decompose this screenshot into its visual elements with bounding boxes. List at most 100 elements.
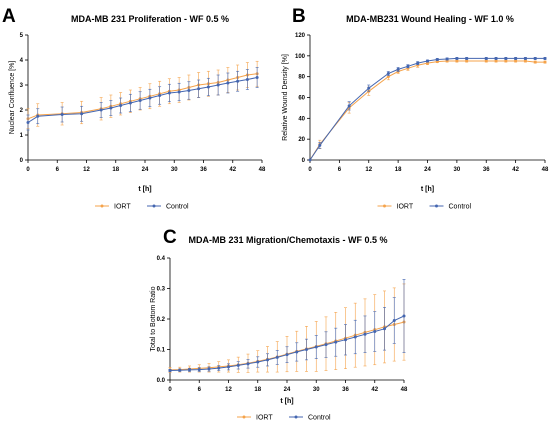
y-tick-label: 4 [20, 58, 24, 64]
x-tick-label: 30 [454, 167, 461, 173]
x-tick-label: 6 [56, 167, 60, 173]
data-point [318, 143, 322, 147]
y-tick-label: 0 [20, 158, 24, 164]
panel-letter-c: C [163, 227, 177, 248]
y-tick-label: 60 [298, 96, 305, 102]
series-iort [26, 60, 259, 130]
data-point [367, 86, 371, 90]
x-tick-label: 6 [198, 387, 202, 393]
legend-swatch-marker [294, 415, 298, 419]
y-tick-label: 2 [20, 108, 24, 114]
data-point [455, 56, 459, 60]
data-point [148, 96, 152, 100]
panel-letter-b: B [292, 6, 306, 27]
series-control [26, 67, 259, 131]
x-tick-label: 0 [168, 387, 172, 393]
data-point [177, 90, 181, 94]
data-point [435, 57, 439, 61]
y-tick-label: 80 [298, 75, 305, 81]
x-tick-label: 30 [313, 387, 320, 393]
series-line [309, 57, 545, 161]
chart-panel-b: MDA-MB231 Wound Healing - WF 1.0 % 0 6 12 18… [282, 14, 549, 211]
data-point [314, 345, 318, 349]
legend-label: IORT [256, 415, 273, 422]
data-point [109, 106, 113, 110]
data-point [197, 368, 201, 372]
data-point [158, 94, 162, 97]
data-point [99, 108, 103, 112]
x-tick-label: 42 [512, 167, 519, 173]
x-tick-label: 48 [542, 167, 549, 173]
data-point [523, 56, 527, 60]
y-tick-label: 100 [295, 54, 306, 60]
data-point [178, 368, 182, 372]
x-axis-label: t [h] [421, 186, 434, 193]
data-point [128, 101, 132, 105]
y-tick-label: 40 [298, 116, 305, 122]
data-point [197, 87, 201, 91]
x-tick-label: 0 [308, 167, 312, 173]
data-point [168, 369, 172, 373]
legend-label: Control [449, 204, 472, 211]
data-point [402, 314, 406, 318]
series-control [308, 56, 547, 162]
legend-item-iort: IORT [95, 204, 131, 211]
data-point [373, 330, 377, 334]
data-point [484, 56, 488, 60]
data-point [266, 358, 269, 362]
data-point [187, 89, 191, 92]
y-tick-label: 0.0 [157, 378, 166, 384]
data-point [236, 363, 240, 367]
data-point [227, 365, 230, 369]
chart-title: MDA-MB 231 Migration/Chemotaxis - WF 0.5… [188, 235, 387, 245]
x-axis-label: t [h] [138, 186, 151, 193]
data-point [514, 59, 518, 63]
data-point [275, 355, 279, 359]
series-iort [308, 59, 547, 162]
data-point [119, 104, 123, 107]
series-line [309, 60, 545, 161]
y-tick-label: 120 [295, 33, 306, 39]
data-point [285, 353, 289, 357]
data-point [206, 85, 210, 89]
data-point [455, 59, 459, 63]
y-axis-label: Total to Bottom Ratio [150, 286, 157, 351]
data-point [445, 57, 449, 61]
data-point [245, 78, 249, 81]
data-point [465, 59, 469, 63]
data-point [383, 327, 386, 331]
data-point [543, 56, 547, 60]
legend-item-control: Control [147, 204, 189, 211]
x-tick-label: 12 [365, 167, 372, 173]
data-point [504, 59, 508, 63]
data-point [207, 367, 211, 371]
data-point [523, 59, 527, 63]
x-tick-label: 36 [483, 167, 490, 173]
data-point [504, 56, 508, 60]
data-point [26, 121, 30, 124]
data-point [334, 340, 338, 344]
chart-title: MDA-MB 231 Proliferation - WF 0.5 % [71, 14, 229, 24]
x-tick-label: 48 [259, 167, 266, 173]
data-point [543, 60, 547, 64]
x-tick-label: 24 [424, 167, 431, 173]
legend-label: IORT [114, 204, 131, 211]
legend-swatch-marker [435, 204, 438, 208]
x-tick-label: 48 [401, 387, 408, 393]
data-point [494, 56, 498, 60]
x-tick-label: 24 [284, 387, 291, 393]
data-point [396, 67, 400, 71]
data-point [305, 348, 308, 351]
x-tick-label: 18 [112, 167, 119, 173]
x-tick-label: 6 [338, 167, 342, 173]
legend-label: IORT [397, 204, 414, 211]
data-point [216, 83, 220, 87]
y-tick-label: 0.3 [157, 287, 166, 293]
x-tick-label: 42 [229, 167, 236, 173]
legend-item-iort: IORT [237, 415, 273, 422]
y-tick-label: 20 [298, 137, 305, 143]
data-point [514, 56, 518, 60]
series-control [168, 279, 406, 373]
x-tick-label: 36 [342, 387, 349, 393]
legend-swatch-marker [100, 204, 104, 208]
